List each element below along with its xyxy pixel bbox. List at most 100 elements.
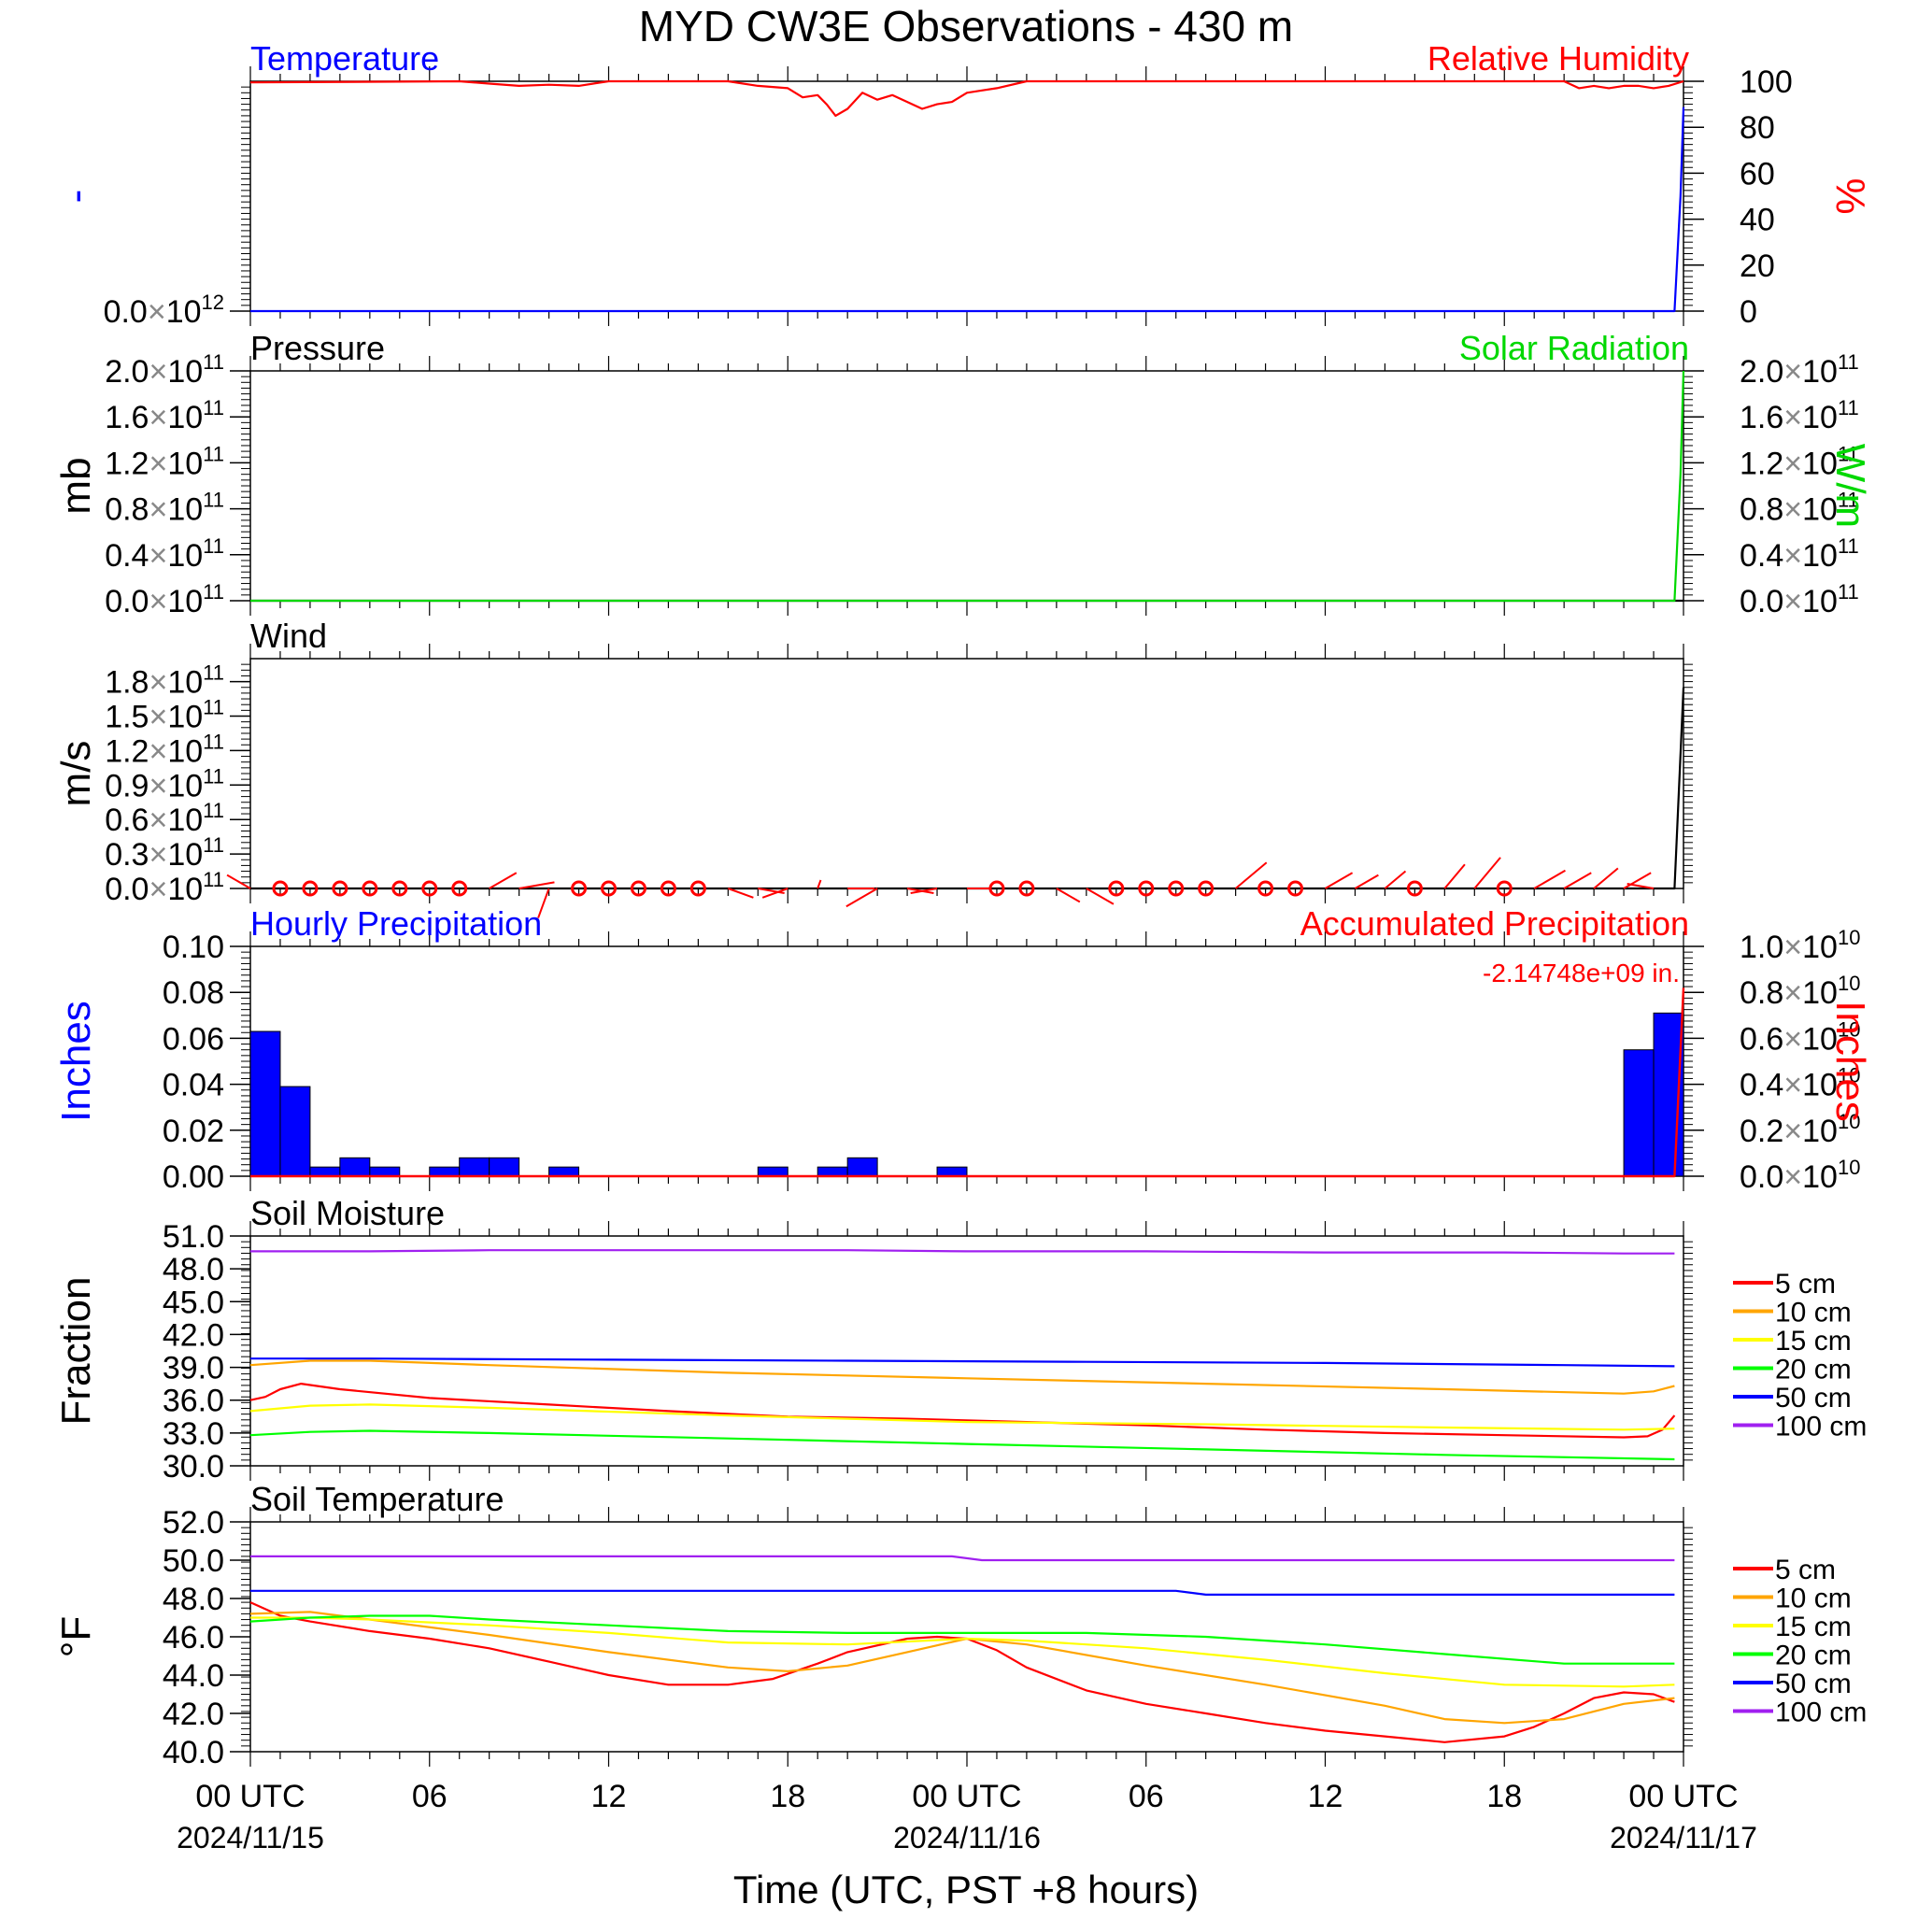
left-axis-label: m/s	[53, 741, 99, 807]
time-tick-label: 12	[1308, 1779, 1343, 1814]
left-axis-label: mb	[53, 457, 99, 514]
calm-wind-circle	[689, 880, 706, 897]
legend-label: 100 cm	[1775, 1698, 1867, 1728]
right-axis-label: Inches	[1827, 1001, 1873, 1122]
precip-bar	[339, 1157, 371, 1177]
time-tick-label: 00 UTC	[912, 1779, 1021, 1814]
panel-frame	[249, 80, 1684, 312]
calm-wind-circle	[1257, 880, 1274, 897]
wind-barb	[1623, 872, 1652, 889]
right-axis-label: %	[1827, 178, 1873, 214]
time-tick-label: 06	[1129, 1779, 1164, 1814]
series-5-cm	[249, 1601, 1675, 1743]
panel-title-left: Soil Moisture	[250, 1194, 445, 1232]
left-tick-label: 30.0	[163, 1449, 224, 1485]
right-tick-label: 80	[1740, 110, 1775, 146]
series-50-cm	[250, 1357, 1675, 1368]
date-tick-label: 2024/11/16	[893, 1821, 1041, 1854]
wind-barb	[1533, 869, 1566, 889]
right-tick-label: 0.6×1010	[1740, 1017, 1860, 1057]
calm-wind-circle	[1138, 880, 1155, 897]
series-relative-humidity	[249, 79, 1684, 118]
precip-bar	[459, 1157, 490, 1177]
legend-label: 5 cm	[1775, 1555, 1836, 1585]
left-tick-label: 36.0	[163, 1384, 224, 1419]
series-100-cm	[250, 1555, 1675, 1562]
panel-frame	[249, 1235, 1684, 1467]
right-tick-label: 100	[1740, 64, 1793, 100]
right-tick-label: 40	[1740, 203, 1775, 238]
left-tick-label: 0.0×1012	[104, 291, 224, 330]
series-15-cm	[249, 1403, 1675, 1431]
series-wind-speed	[250, 687, 1685, 890]
panel-frame	[249, 945, 1684, 1177]
series-10-cm	[249, 1359, 1675, 1395]
wind-barb	[910, 888, 938, 894]
panel-press_solar: 0.0×1011 0.4×1011 0.8×1011 1.2×1011 1.6×1011…	[53, 329, 1873, 619]
panel-title-left: Temperature	[250, 39, 439, 78]
wind-barb	[1325, 872, 1354, 889]
left-tick-label: 44.0	[163, 1658, 224, 1694]
precip-bar	[309, 1166, 341, 1177]
calm-wind-circle	[1198, 880, 1215, 897]
right-tick-label: 0.0×1010	[1740, 1156, 1860, 1195]
wind-barb	[489, 872, 518, 889]
series-20-cm	[249, 1614, 1675, 1665]
left-axis-label: -	[53, 190, 99, 204]
right-tick-label: 0	[1740, 294, 1757, 330]
calm-wind-circle	[391, 880, 408, 897]
calm-wind-circle	[451, 880, 468, 897]
right-tick-label: 0.0×1011	[1740, 580, 1859, 619]
wind-barb	[845, 888, 878, 908]
wind-barb	[1627, 883, 1655, 889]
time-tick-label: 12	[591, 1779, 627, 1814]
panel-soil_moist: 30.033.036.039.042.045.048.051.0 Soil Moi…	[53, 1194, 1867, 1485]
legend-label: 100 cm	[1775, 1412, 1867, 1442]
wind-barb	[1443, 863, 1466, 889]
left-tick-label: 0.04	[163, 1068, 224, 1103]
left-tick-label: 40.0	[163, 1735, 224, 1770]
series-temperature	[250, 107, 1685, 313]
legend-label: 10 cm	[1775, 1298, 1852, 1328]
precip-bar	[1623, 1049, 1655, 1177]
time-tick-label: 00 UTC	[195, 1779, 305, 1814]
left-tick-label: 0.10	[163, 930, 224, 965]
wind-barb	[1354, 874, 1379, 889]
legend-label: 15 cm	[1775, 1612, 1852, 1642]
precip-bar	[489, 1157, 520, 1177]
wind-barb	[761, 888, 788, 899]
panel-soil_temp: 40.042.044.046.048.050.052.0 Soil Tempera…	[53, 1480, 1867, 1770]
calm-wind-circle	[302, 880, 319, 897]
calm-wind-circle	[332, 880, 348, 897]
calm-wind-circle	[1287, 880, 1304, 897]
calm-wind-circle	[1496, 880, 1513, 897]
time-tick-label: 18	[770, 1779, 805, 1814]
left-tick-label: 33.0	[163, 1416, 224, 1452]
series-50-cm	[250, 1589, 1675, 1597]
legend-label: 50 cm	[1775, 1383, 1852, 1414]
time-tick-label: 18	[1486, 1779, 1522, 1814]
left-tick-label: 1.2×1011	[105, 730, 224, 769]
wind-barb	[1056, 888, 1081, 903]
calm-wind-circle	[660, 880, 676, 897]
calm-wind-circle	[1168, 880, 1185, 897]
legend-label: 50 cm	[1775, 1669, 1852, 1699]
right-tick-label: 60	[1740, 156, 1775, 192]
figure-title: MYD CW3E Observations - 430 m	[639, 2, 1293, 50]
series-5-cm	[249, 1382, 1676, 1439]
date-tick-label: 2024/11/17	[1610, 1821, 1757, 1854]
left-axis-label: Inches	[53, 1001, 99, 1122]
date-tick-label: 2024/11/15	[177, 1821, 324, 1854]
panel-title-right: Solar Radiation	[1459, 329, 1689, 367]
time-tick-label: 06	[412, 1779, 447, 1814]
precip-bar	[936, 1166, 968, 1177]
legend-label: 20 cm	[1775, 1355, 1852, 1385]
panel-wind: 0.0×10110.3×10110.6×10110.9×10111.2×1011…	[53, 617, 1693, 918]
calm-wind-circle	[630, 880, 646, 897]
right-axis-label: W/m	[1827, 444, 1873, 528]
left-tick-label: 0.0×1011	[105, 580, 224, 619]
wind-barb	[817, 879, 822, 889]
left-tick-label: 0.4×1011	[105, 534, 224, 574]
panel-title-left: Wind	[250, 617, 327, 655]
left-tick-label: 2.0×1011	[105, 350, 224, 390]
